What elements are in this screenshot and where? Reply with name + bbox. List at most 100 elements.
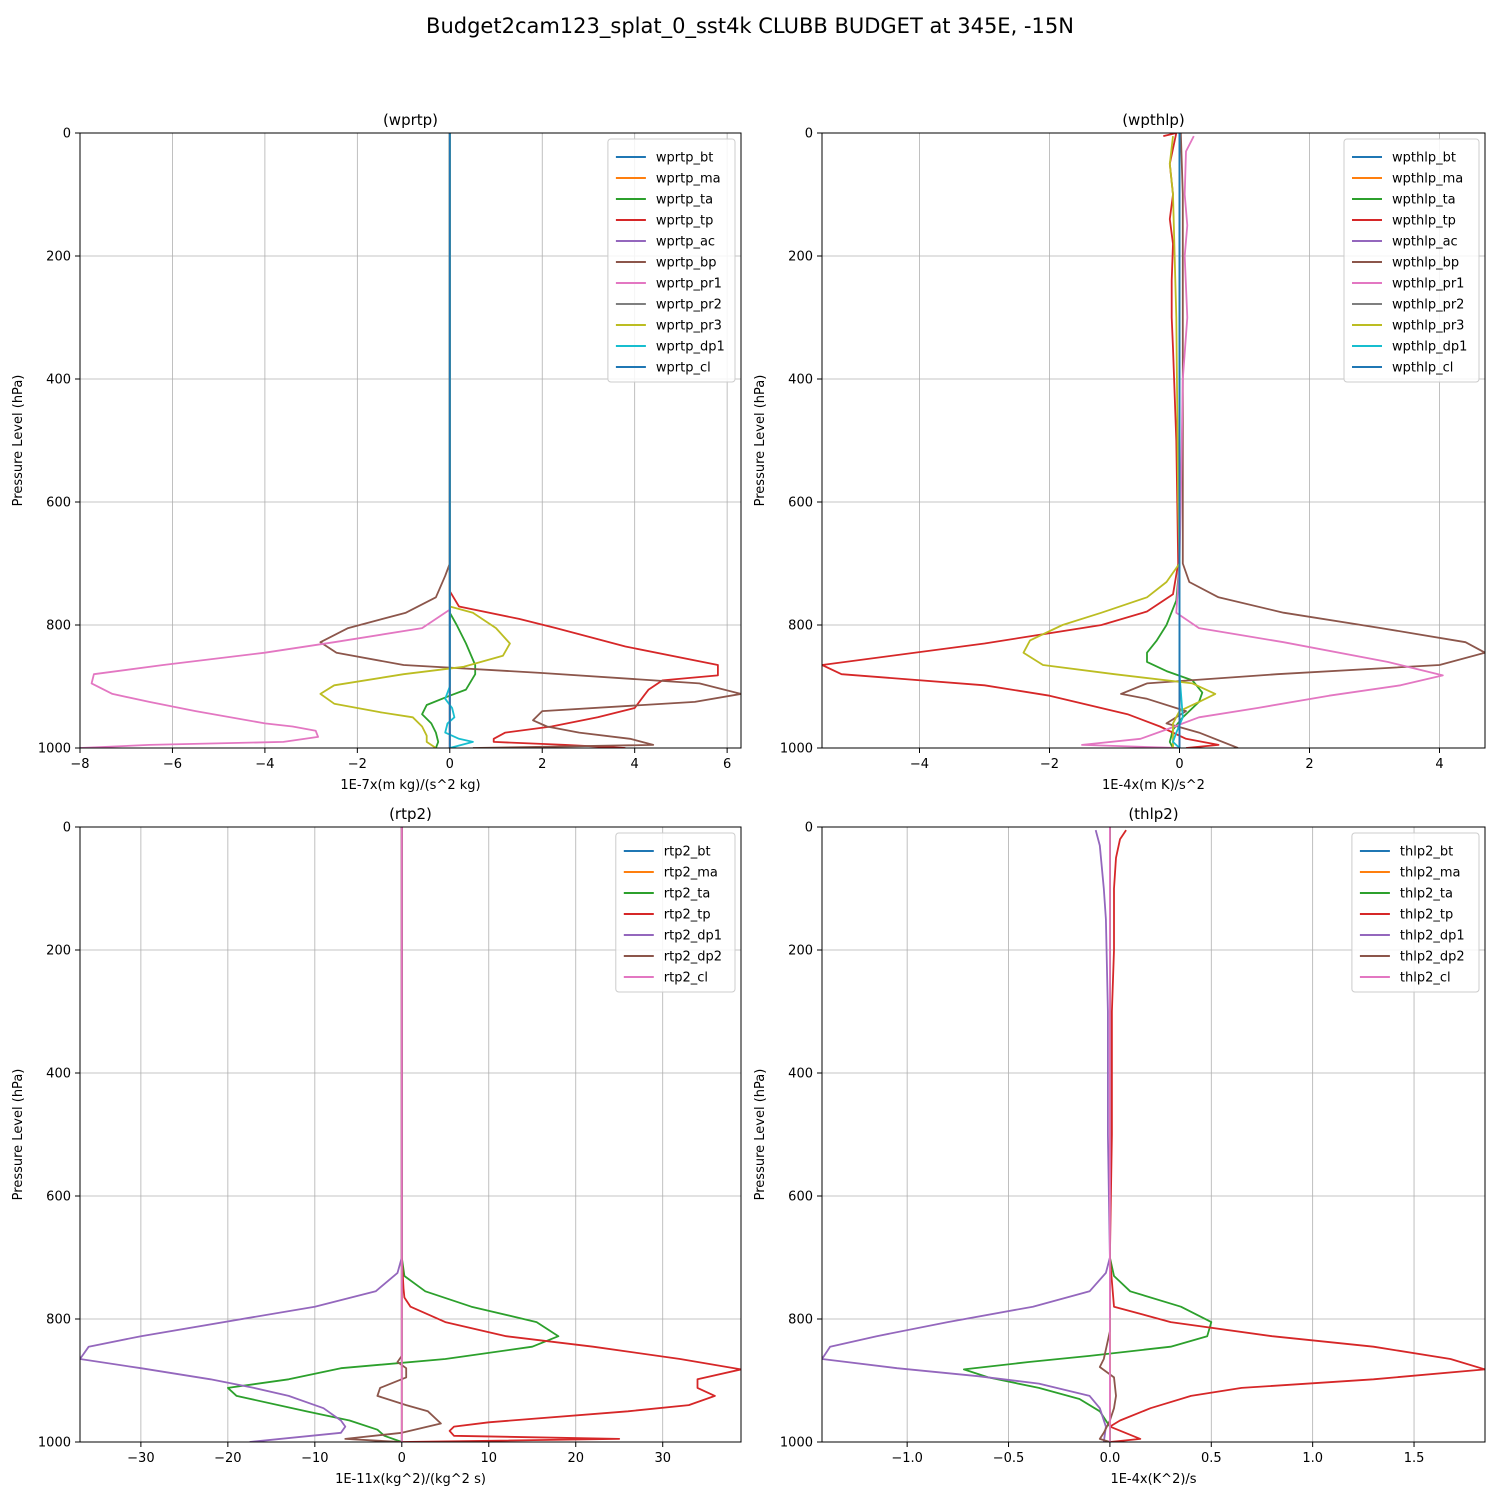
legend-label: wpthlp_tp bbox=[1392, 214, 1456, 229]
chart-title: (wpthlp) bbox=[1122, 111, 1185, 129]
y-axis-label: Pressure Level (hPa) bbox=[11, 1069, 26, 1201]
y-tick-label: 600 bbox=[788, 496, 813, 511]
x-tick-label: −10 bbox=[301, 1451, 328, 1466]
x-axis-label: 1E-4x(K^2)/s bbox=[1110, 1472, 1196, 1487]
series-line-wpthlp_pr3 bbox=[1022, 135, 1217, 748]
legend-label: rtp2_cl bbox=[664, 971, 708, 986]
x-tick-label: 20 bbox=[567, 1451, 584, 1466]
y-tick-label: 200 bbox=[788, 250, 813, 265]
series-line-wprtp_tp bbox=[448, 133, 719, 748]
x-tick-label: 1.0 bbox=[1302, 1451, 1323, 1466]
x-tick-label: 0 bbox=[446, 757, 454, 772]
x-tick-label: −4 bbox=[910, 757, 929, 772]
y-tick-label: 200 bbox=[46, 944, 71, 959]
series-line-wprtp_pr1 bbox=[80, 133, 451, 748]
series-line-thlp2_ta bbox=[963, 827, 1213, 1442]
y-tick-label: 400 bbox=[46, 1067, 71, 1082]
x-tick-label: 30 bbox=[654, 1451, 671, 1466]
y-tick-label: 0 bbox=[63, 821, 71, 836]
series-line-wprtp_bp bbox=[319, 133, 741, 748]
y-tick-label: 800 bbox=[46, 619, 71, 634]
axes-frame bbox=[821, 826, 1486, 1443]
legend: wpthlp_bt wpthlp_ma wpthlp_ta wpthlp_tpwpth… bbox=[1343, 138, 1480, 383]
y-tick-label: 1000 bbox=[38, 742, 71, 757]
legend-label: rtp2_dp2 bbox=[664, 950, 722, 965]
legend-label: wpthlp_bt bbox=[1392, 151, 1456, 166]
x-tick-label: 2 bbox=[1305, 757, 1313, 772]
legend-label: wpthlp_ac bbox=[1392, 235, 1458, 250]
legend-label: wprtp_pr2 bbox=[656, 298, 722, 313]
x-tick-label: 0.0 bbox=[1100, 1451, 1121, 1466]
legend-label: rtp2_dp1 bbox=[664, 929, 722, 944]
legend-label: wprtp_dp1 bbox=[656, 340, 725, 355]
legend: wprtp_bt wprtp_ma wprtp_ta wprtp_tp wprtp_ac… bbox=[607, 138, 736, 383]
y-tick-label: 800 bbox=[46, 1313, 71, 1328]
axes-frame bbox=[79, 826, 742, 1443]
y-tick-label: 1000 bbox=[780, 742, 813, 757]
legend-label: wpthlp_dp1 bbox=[1392, 340, 1467, 355]
x-tick-label: −20 bbox=[214, 1451, 241, 1466]
series-line-thlp2_dp1 bbox=[822, 829, 1111, 1442]
figure-title: Budget2cam123_splat_0_sst4k CLUBB BUDGET… bbox=[426, 14, 1074, 38]
legend-label: wprtp_ta bbox=[656, 193, 713, 208]
legend-label: wprtp_tp bbox=[656, 214, 713, 229]
x-tick-label: −30 bbox=[127, 1451, 154, 1466]
x-tick-label: −4 bbox=[255, 757, 274, 772]
axes-frame bbox=[79, 132, 742, 749]
y-tick-label: 200 bbox=[46, 250, 71, 265]
series-line-rtp2_dp1 bbox=[80, 827, 403, 1442]
x-tick-label: 10 bbox=[481, 1451, 498, 1466]
legend-label: rtp2_bt bbox=[664, 845, 711, 860]
x-tick-label: −6 bbox=[163, 757, 182, 772]
legend: rtp2_bt rtp2_ma rtp2_ta rtp2_tp rtp2_dp1 rtp2… bbox=[615, 832, 736, 993]
series-line-wpthlp_tp bbox=[822, 133, 1220, 748]
y-tick-label: 1000 bbox=[780, 1436, 813, 1451]
series-line-rtp2_tp bbox=[400, 827, 741, 1442]
y-tick-label: 800 bbox=[788, 619, 813, 634]
legend-label: wprtp_cl bbox=[656, 361, 711, 376]
legend-label: wpthlp_ma bbox=[1392, 172, 1463, 187]
legend-label: wpthlp_bp bbox=[1392, 256, 1459, 271]
y-tick-label: 600 bbox=[788, 1190, 813, 1205]
legend-label: thlp2_bt bbox=[1400, 845, 1453, 860]
legend-label: wprtp_bp bbox=[656, 256, 717, 271]
x-axis-label: 1E-11x(kg^2)/(kg^2 s) bbox=[335, 1472, 486, 1487]
y-tick-label: 1000 bbox=[38, 1436, 71, 1451]
y-tick-label: 600 bbox=[46, 496, 71, 511]
legend-label: wprtp_pr3 bbox=[656, 319, 722, 334]
x-tick-label: 0.5 bbox=[1201, 1451, 1222, 1466]
legend-label: thlp2_dp1 bbox=[1400, 929, 1465, 944]
x-tick-label: 4 bbox=[1435, 757, 1443, 772]
y-axis-label: Pressure Level (hPa) bbox=[753, 375, 768, 507]
x-tick-label: −8 bbox=[70, 757, 89, 772]
y-tick-label: 200 bbox=[788, 944, 813, 959]
y-tick-label: 0 bbox=[63, 127, 71, 142]
chart-title: (rtp2) bbox=[389, 805, 432, 823]
legend-label: wprtp_pr1 bbox=[656, 277, 722, 292]
x-tick-label: −0.5 bbox=[993, 1451, 1025, 1466]
x-axis-label: 1E-7x(m kg)/(s^2 kg) bbox=[340, 778, 480, 793]
y-tick-label: 0 bbox=[805, 127, 813, 142]
series-line-wprtp_ta bbox=[421, 133, 477, 748]
legend-label: thlp2_ta bbox=[1400, 887, 1453, 902]
y-tick-label: 600 bbox=[46, 1190, 71, 1205]
y-tick-label: 400 bbox=[788, 373, 813, 388]
legend-label: wpthlp_cl bbox=[1392, 361, 1453, 376]
chart-title: (thlp2) bbox=[1128, 805, 1178, 823]
series-line-thlp2_tp bbox=[1109, 829, 1485, 1442]
legend-label: wpthlp_pr2 bbox=[1392, 298, 1464, 313]
x-axis-label: 1E-4x(m K)/s^2 bbox=[1102, 778, 1205, 793]
legend-label: rtp2_ta bbox=[664, 887, 711, 902]
x-tick-label: 0 bbox=[1175, 757, 1183, 772]
x-tick-label: 2 bbox=[538, 757, 546, 772]
y-tick-label: 800 bbox=[788, 1313, 813, 1328]
axes-frame bbox=[821, 132, 1486, 749]
y-axis-label: Pressure Level (hPa) bbox=[11, 375, 26, 507]
x-tick-label: −2 bbox=[348, 757, 367, 772]
series-line-rtp2_ta bbox=[226, 827, 560, 1442]
legend-label: rtp2_tp bbox=[664, 908, 711, 923]
x-tick-label: −1.0 bbox=[891, 1451, 923, 1466]
